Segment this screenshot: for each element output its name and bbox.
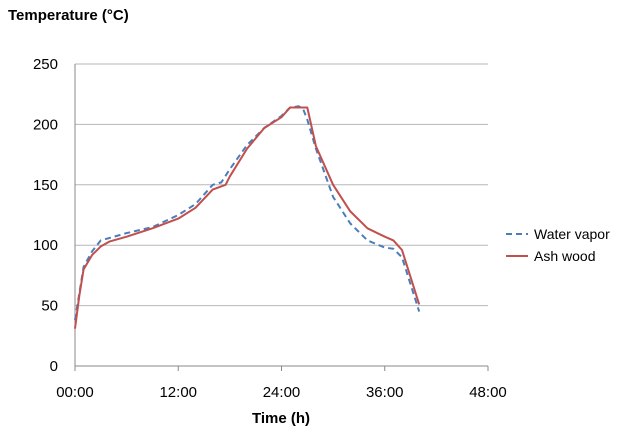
x-tick-label: 00:00 <box>56 384 94 401</box>
gridlines <box>75 63 488 307</box>
axes <box>74 64 489 371</box>
x-tick-label: 48:00 <box>469 384 507 401</box>
legend: Water vapor Ash wood <box>506 226 610 264</box>
legend-label: Ash wood <box>534 248 595 264</box>
y-tick-labels: 0 50 100 150 200 250 <box>33 56 58 375</box>
y-tick-label: 250 <box>33 56 58 73</box>
x-tick-labels: 00:00 12:00 24:00 36:00 48:00 <box>56 384 507 401</box>
y-tick-label: 0 <box>50 358 58 375</box>
y-tick-label: 200 <box>33 116 58 133</box>
x-axis-title: Time (h) <box>252 410 310 427</box>
legend-label: Water vapor <box>534 226 610 242</box>
series-line-ash-wood <box>74 106 421 329</box>
y-axis-title: Temperature (°C) <box>8 7 129 24</box>
y-tick-label: 100 <box>33 237 58 254</box>
series-line-water-vapor <box>74 105 421 321</box>
x-tick-label: 12:00 <box>159 384 197 401</box>
y-tick-label: 50 <box>41 298 58 315</box>
y-tick-label: 150 <box>33 177 58 194</box>
series-lines <box>74 105 421 329</box>
x-tick-label: 36:00 <box>366 384 404 401</box>
x-tick-label: 24:00 <box>263 384 301 401</box>
